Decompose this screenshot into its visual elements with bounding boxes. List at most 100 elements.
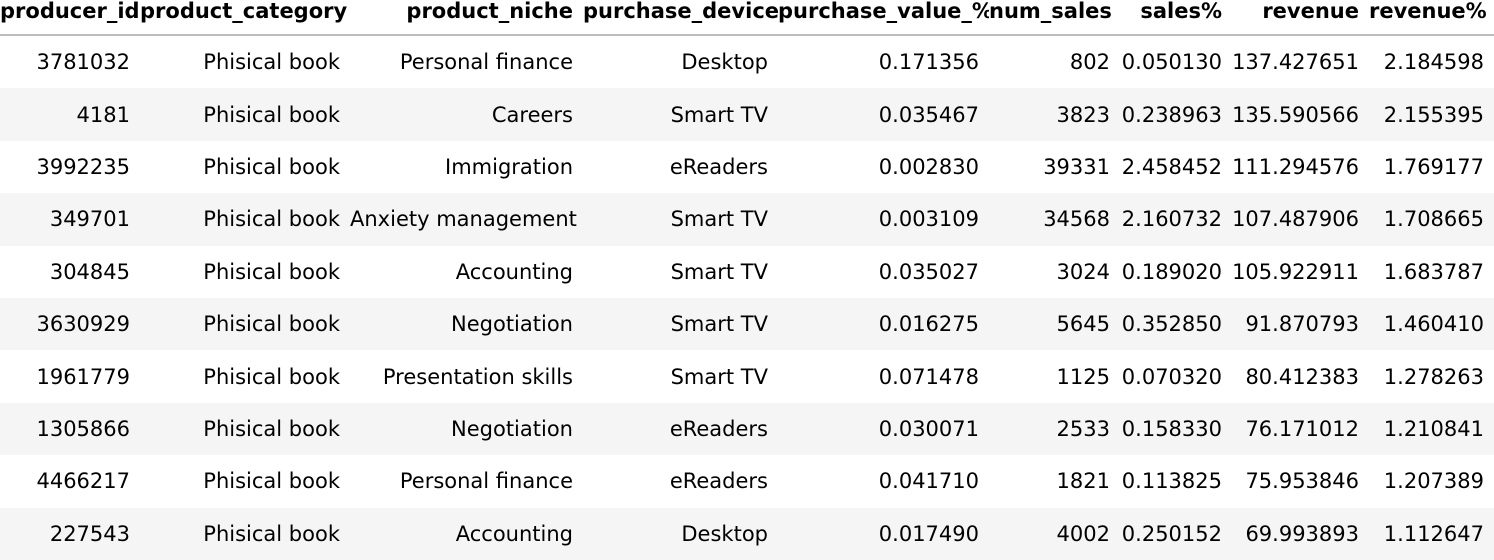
table-row: 4466217 Phisical book Personal finance eRea… (0, 455, 1494, 507)
num-sales-cell: 802 (1069, 50, 1110, 75)
producer-id-cell: 4181 (0, 88, 140, 141)
product-category-cell: Phisical book (140, 88, 350, 141)
num-sales-cell: 39331 (1043, 154, 1110, 179)
num-sales-cell: 3823 (989, 88, 1120, 141)
sales-pct-cell: 0.238963 (1120, 88, 1232, 141)
producer-id-cell: 4466217 (36, 469, 130, 494)
revenue-cell: 137.427651 (1232, 50, 1359, 75)
sales-pct-cell: 0.113825 (1121, 469, 1222, 494)
revenue-pct-cell: 1.460410 (1369, 297, 1494, 351)
revenue-cell: 69.993893 (1232, 507, 1369, 560)
revenue-pct-cell: 1.278263 (1383, 364, 1484, 389)
table-row: 304845 Phisical book Accounting Smart TV 0.0… (0, 246, 1494, 298)
sales-pct-cell: 0.070320 (1121, 364, 1222, 389)
purchase-value-pct-cell: 0.003109 (778, 193, 989, 246)
column-header-sales-pct: sales% (1120, 0, 1232, 36)
column-header-revenue: revenue (1232, 0, 1369, 36)
column-header-purchase-value-pct: purchase_value_% (778, 0, 989, 36)
revenue-pct-cell: 1.210841 (1369, 402, 1494, 456)
purchase-device-cell: Smart TV (583, 193, 778, 246)
revenue-cell: 80.412383 (1245, 364, 1359, 389)
producer-id-cell: 1305866 (0, 402, 140, 456)
product-category-cell: Phisical book (140, 402, 350, 456)
column-header-num-sales: num_sales (989, 0, 1120, 36)
product-niche-cell: Negotiation (350, 402, 583, 456)
table-row: 349701 Phisical book Anxiety management Sma… (0, 193, 1494, 246)
purchase-value-pct-cell: 0.030071 (778, 402, 989, 456)
column-header-product-niche: product_niche (350, 0, 583, 36)
revenue-cell: 91.870793 (1232, 297, 1369, 351)
revenue-pct-cell: 1.769177 (1383, 154, 1484, 179)
purchase-device-cell: Desktop (681, 50, 768, 75)
sales-pct-cell: 0.189020 (1121, 259, 1222, 284)
num-sales-cell: 1821 (1056, 469, 1110, 494)
table-row: 3992235 Phisical book Immigration eReaders 0… (0, 141, 1494, 193)
table-row: 4181 Phisical book Careers Smart TV 0.035467… (0, 88, 1494, 141)
revenue-cell: 111.294576 (1232, 154, 1359, 179)
revenue-pct-cell: 1.112647 (1369, 507, 1494, 560)
sales-pct-cell: 0.158330 (1120, 402, 1232, 456)
purchase-device-cell: eReaders (669, 154, 768, 179)
table-row: 3781032 Phisical book Personal finance Desk… (0, 35, 1494, 88)
purchase-device-cell: Smart TV (583, 88, 778, 141)
product-niche-cell: Careers (350, 88, 583, 141)
product-category-cell: Phisical book (140, 193, 350, 246)
purchase-value-pct-cell: 0.171356 (878, 50, 979, 75)
column-header-product-category: product_category (140, 0, 350, 36)
table-header: producer_id product_category product_nic… (0, 0, 1494, 36)
product-category-cell: Phisical book (203, 469, 340, 494)
num-sales-cell: 34568 (989, 193, 1120, 246)
producer-id-cell: 3781032 (36, 50, 130, 75)
product-category-cell: Phisical book (140, 507, 350, 560)
revenue-pct-cell: 1.708665 (1369, 193, 1494, 246)
product-category-cell: Phisical book (203, 50, 340, 75)
revenue-cell: 107.487906 (1232, 193, 1369, 246)
purchase-device-cell: Smart TV (583, 297, 778, 351)
product-category-cell: Phisical book (203, 154, 340, 179)
purchase-value-pct-cell: 0.035027 (878, 259, 979, 284)
producer-id-cell: 3992235 (36, 154, 130, 179)
revenue-cell: 76.171012 (1232, 402, 1369, 456)
table-row: 1961779 Phisical book Presentation skills S… (0, 350, 1494, 402)
producer-id-cell: 227543 (0, 507, 140, 560)
num-sales-cell: 1125 (1056, 364, 1110, 389)
sales-pct-cell: 2.160732 (1120, 193, 1232, 246)
column-header-purchase-device: purchase_device (583, 0, 778, 36)
product-niche-cell: Personal finance (399, 469, 573, 494)
revenue-pct-cell: 1.683787 (1383, 259, 1484, 284)
sales-pct-cell: 0.050130 (1121, 50, 1222, 75)
producer-id-cell: 304845 (49, 259, 130, 284)
purchase-value-pct-cell: 0.017490 (778, 507, 989, 560)
product-niche-cell: Accounting (455, 259, 573, 284)
product-niche-cell: Negotiation (350, 297, 583, 351)
purchase-value-pct-cell: 0.041710 (878, 469, 979, 494)
product-niche-cell: Presentation skills (382, 364, 573, 389)
product-niche-cell: Immigration (445, 154, 573, 179)
purchase-value-pct-cell: 0.016275 (778, 297, 989, 351)
revenue-pct-cell: 2.184598 (1383, 50, 1484, 75)
revenue-pct-cell: 2.155395 (1369, 88, 1494, 141)
sales-pct-cell: 2.458452 (1121, 154, 1222, 179)
num-sales-cell: 5645 (989, 297, 1120, 351)
sales-pct-cell: 0.352850 (1120, 297, 1232, 351)
revenue-cell: 105.922911 (1232, 259, 1359, 284)
sales-pct-cell: 0.250152 (1120, 507, 1232, 560)
header-row: producer_id product_category product_nic… (0, 0, 1494, 36)
product-category-cell: Phisical book (203, 259, 340, 284)
producer-id-cell: 1961779 (36, 364, 130, 389)
revenue-pct-cell: 1.207389 (1383, 469, 1484, 494)
purchase-device-cell: Smart TV (670, 364, 768, 389)
table-body: 3781032 Phisical book Personal finance Desk… (0, 35, 1494, 560)
producer-id-cell: 349701 (0, 193, 140, 246)
product-niche-cell: Anxiety management (350, 193, 583, 246)
revenue-cell: 135.590566 (1232, 88, 1369, 141)
table-row: 3630929 Phisical book Negotiation Smart TV 0… (0, 297, 1494, 351)
purchase-device-cell: Desktop (583, 507, 778, 560)
product-category-cell: Phisical book (203, 364, 340, 389)
table-row: 1305866 Phisical book Negotiation eReaders 0… (0, 402, 1494, 456)
product-niche-cell: Accounting (350, 507, 583, 560)
product-category-cell: Phisical book (140, 297, 350, 351)
num-sales-cell: 4002 (989, 507, 1120, 560)
purchase-value-pct-cell: 0.035467 (778, 88, 989, 141)
